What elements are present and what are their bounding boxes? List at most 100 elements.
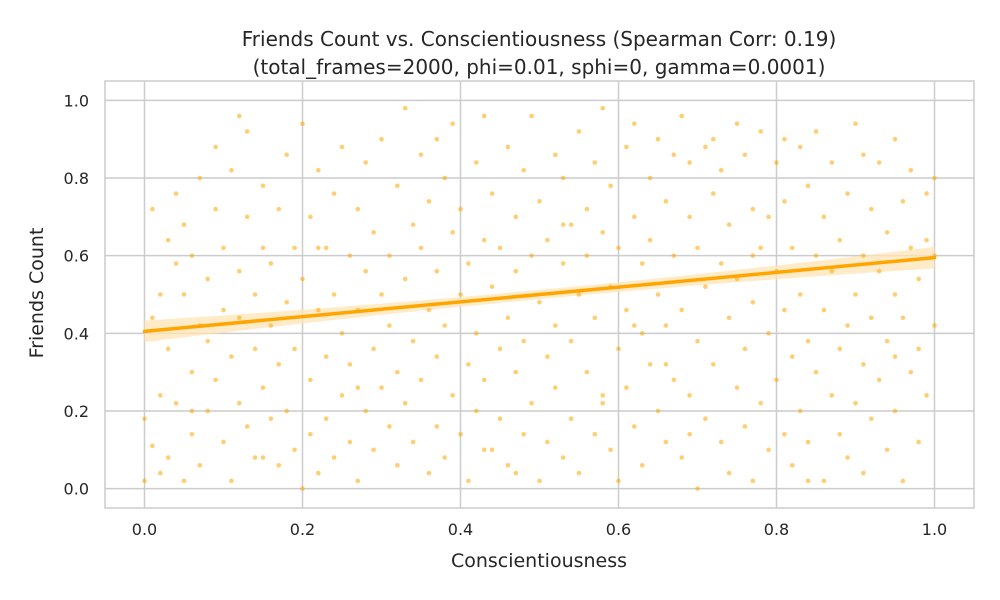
x-axis-label: Conscientiousness [451, 550, 627, 572]
scatter-point [876, 268, 882, 274]
scatter-point [434, 354, 440, 359]
scatter-point [158, 292, 163, 297]
scatter-point [576, 470, 582, 476]
scatter-point [726, 222, 732, 227]
scatter-point [497, 346, 503, 352]
x-tick-label: 0.2 [290, 520, 315, 539]
grid [105, 81, 974, 508]
scatter-point [244, 129, 250, 134]
scatter-point [790, 463, 795, 468]
scatter-point [142, 416, 147, 422]
scatter-point [790, 245, 795, 251]
scatter-point [671, 253, 677, 258]
scatter-point [339, 393, 345, 398]
y-tick-label: 0.6 [64, 247, 89, 266]
scatter-point [718, 167, 724, 173]
scatter-point [600, 393, 605, 398]
scatter-point [821, 214, 827, 220]
scatter-point [521, 431, 526, 437]
scatter-point [331, 455, 337, 460]
scatter-point [797, 292, 803, 297]
scatter-point [300, 486, 305, 491]
scatter-point [521, 338, 526, 344]
scatter-point [237, 400, 242, 406]
scatter-point [853, 400, 858, 406]
scatter-point [458, 292, 463, 297]
scatter-point [395, 463, 400, 468]
scatter-point [679, 455, 684, 460]
scatter-point [663, 199, 669, 204]
scatter-point [813, 129, 819, 134]
scatter-point [845, 191, 850, 196]
scatter-point [568, 338, 574, 344]
scatter-point [805, 183, 811, 189]
scatter-point [869, 315, 874, 321]
scatter-point [608, 447, 613, 453]
scatter-point [442, 323, 448, 328]
y-tick-labels: 0.0 0.2 0.4 0.6 0.8 1.0 [64, 91, 89, 498]
scatter-point [260, 385, 266, 390]
scatter-point [355, 206, 361, 212]
scatter-point [355, 478, 361, 484]
scatter-point [797, 408, 803, 414]
scatter-point [742, 152, 748, 158]
scatter-point [560, 222, 566, 227]
scatter-point [624, 385, 629, 390]
scatter-point [592, 431, 598, 437]
scatter-point [189, 369, 195, 375]
scatter-point [474, 160, 479, 165]
scatter-point [687, 431, 692, 437]
x-tick-label: 0.4 [448, 520, 473, 539]
scatter-point [347, 362, 353, 367]
scatter-point [529, 253, 534, 258]
scatter-point [924, 393, 929, 398]
scatter-point [869, 416, 874, 422]
scatter-point [481, 447, 487, 453]
scatter-point [158, 393, 163, 398]
scatter-point [671, 152, 677, 158]
scatter-point [774, 160, 779, 165]
scatter-point [845, 323, 850, 328]
scatter-point [813, 369, 819, 375]
scatter-point [181, 222, 187, 227]
scatter-point [379, 385, 384, 390]
scatter-point [418, 152, 424, 158]
scatter-point [237, 315, 242, 321]
scatter-point [624, 144, 629, 150]
scatter-point [584, 206, 590, 212]
y-tick-label: 0.4 [64, 324, 89, 343]
scatter-point [292, 447, 297, 453]
scatter-point [181, 292, 187, 297]
scatter-point [560, 175, 566, 181]
regression-line-path [142, 255, 937, 334]
scatter-point [292, 346, 297, 352]
scatter-point [679, 307, 684, 313]
scatter-point [758, 245, 763, 251]
scatter-point [474, 331, 479, 336]
scatter-point [521, 167, 526, 173]
scatter-point [268, 261, 274, 266]
scatter-point [410, 222, 416, 227]
scatter-point [260, 183, 266, 189]
y-axis-label: Friends Count [26, 228, 48, 359]
scatter-point [142, 478, 147, 484]
scatter-point [632, 214, 637, 220]
scatter-point [229, 167, 234, 173]
scatter-point [387, 253, 392, 258]
scatter-point [466, 362, 471, 367]
scatter-point [829, 160, 835, 165]
scatter-point [173, 400, 179, 406]
scatter-point [837, 237, 842, 243]
scatter-point [205, 276, 210, 282]
scatter-point [560, 455, 566, 460]
scatter-point [884, 338, 890, 344]
scatter-point [766, 447, 771, 453]
scatter-point [568, 416, 574, 422]
scatter-point [916, 439, 921, 445]
scatter-point [237, 268, 242, 274]
scatter-point [616, 346, 621, 352]
scatter-point [576, 129, 582, 134]
scatter-point [308, 214, 313, 220]
scatter-point [861, 362, 866, 367]
scatter-point [150, 443, 155, 449]
